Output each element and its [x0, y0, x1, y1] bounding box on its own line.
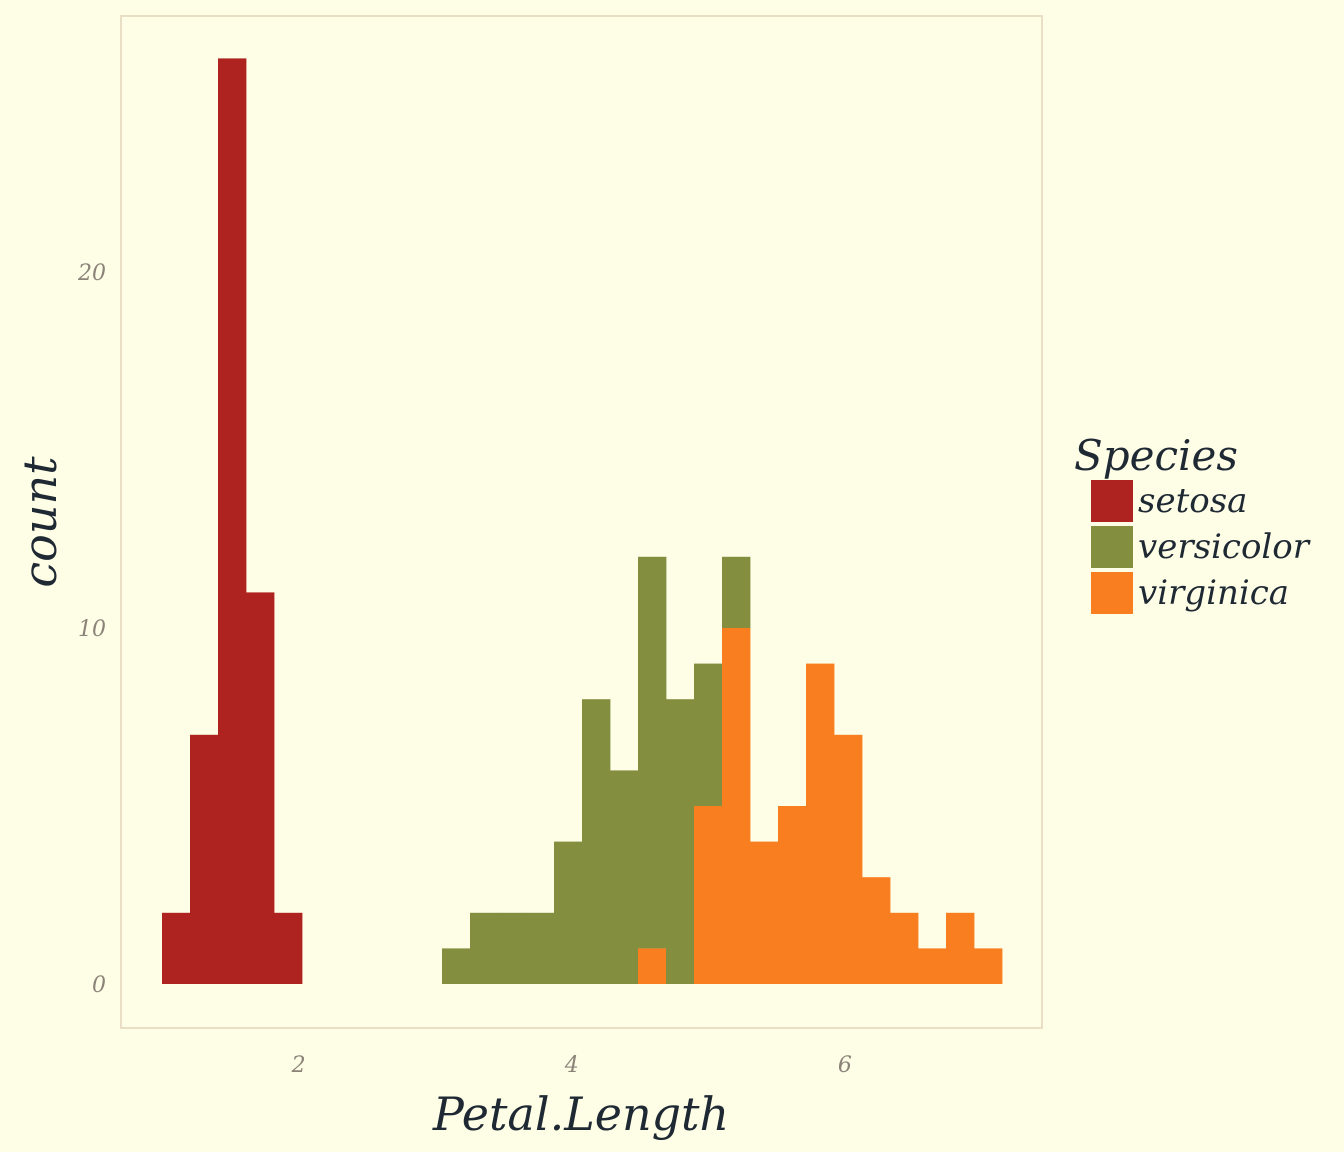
x-axis-title: Petal.Length: [432, 1087, 729, 1141]
legend-key-virginica: [1091, 572, 1133, 614]
bar-virginica-bin-23: [806, 663, 835, 984]
bar-setosa-bin-0: [162, 912, 191, 984]
bar-versicolor-bin-16: [610, 770, 639, 984]
bar-setosa-bin-3: [246, 592, 275, 984]
bar-virginica-bin-20: [722, 628, 751, 984]
legend-key-versicolor: [1091, 526, 1133, 568]
y-axis-title: count: [13, 456, 67, 588]
bar-setosa-bin-2: [218, 58, 247, 984]
bar-virginica-bin-21: [750, 841, 779, 984]
legend-label-setosa: setosa: [1138, 481, 1247, 521]
bar-versicolor-bin-17: [638, 556, 667, 949]
bar-virginica-bin-29: [974, 948, 1003, 984]
bar-versicolor-bin-15: [582, 699, 611, 984]
bar-versicolor-bin-10: [442, 948, 471, 984]
bar-versicolor-bin-13: [526, 912, 555, 984]
bar-versicolor-bin-20: [722, 556, 751, 628]
bar-versicolor-bin-18: [666, 699, 695, 984]
bars-layer: [162, 58, 1003, 984]
bar-versicolor-bin-12: [498, 912, 527, 984]
x-tick-label: 4: [564, 1053, 579, 1078]
x-tick-label: 2: [291, 1053, 306, 1078]
bar-virginica-bin-25: [862, 877, 891, 984]
x-axis-ticks: 2 4 6: [291, 1053, 852, 1078]
y-tick-label: 20: [77, 261, 106, 286]
bar-versicolor-bin-14: [554, 841, 583, 984]
y-tick-label: 10: [78, 617, 106, 642]
y-tick-label: 0: [92, 973, 106, 998]
bar-virginica-bin-19: [694, 806, 723, 984]
bar-virginica-bin-26: [890, 912, 919, 984]
bar-virginica-bin-27: [918, 948, 947, 984]
bar-setosa-bin-4: [274, 912, 303, 984]
legend-label-versicolor: versicolor: [1138, 527, 1311, 567]
x-tick-label: 6: [838, 1053, 852, 1078]
bar-setosa-bin-1: [190, 734, 219, 984]
legend-title: Species: [1074, 431, 1238, 480]
bar-virginica-bin-24: [834, 734, 863, 984]
bar-versicolor-bin-19: [694, 663, 723, 806]
legend-label-virginica: virginica: [1138, 573, 1289, 613]
bar-virginica-bin-17: [638, 948, 667, 984]
bar-virginica-bin-22: [778, 806, 807, 984]
legend: Species setosa versicolor virginica: [1074, 431, 1311, 614]
bar-virginica-bin-28: [946, 912, 975, 984]
y-axis-ticks: 0 10 20: [77, 261, 106, 998]
legend-key-setosa: [1091, 480, 1133, 522]
bar-versicolor-bin-11: [470, 912, 499, 984]
